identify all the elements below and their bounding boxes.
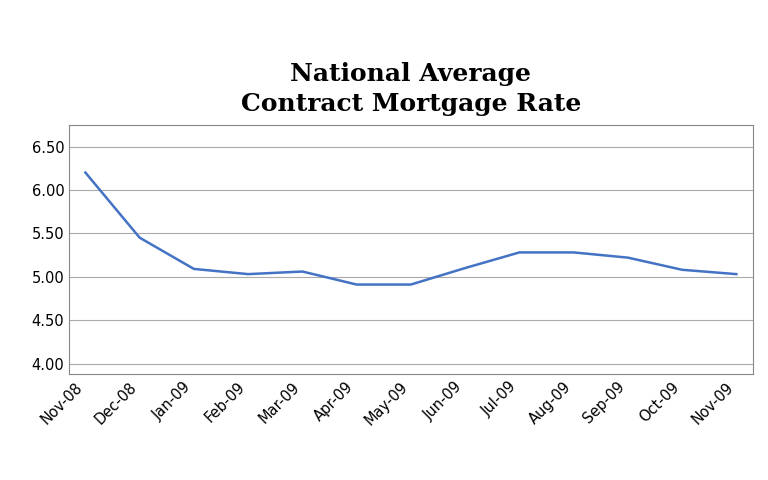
Text: National Average
Contract Mortgage Rate: National Average Contract Mortgage Rate [240,62,581,116]
